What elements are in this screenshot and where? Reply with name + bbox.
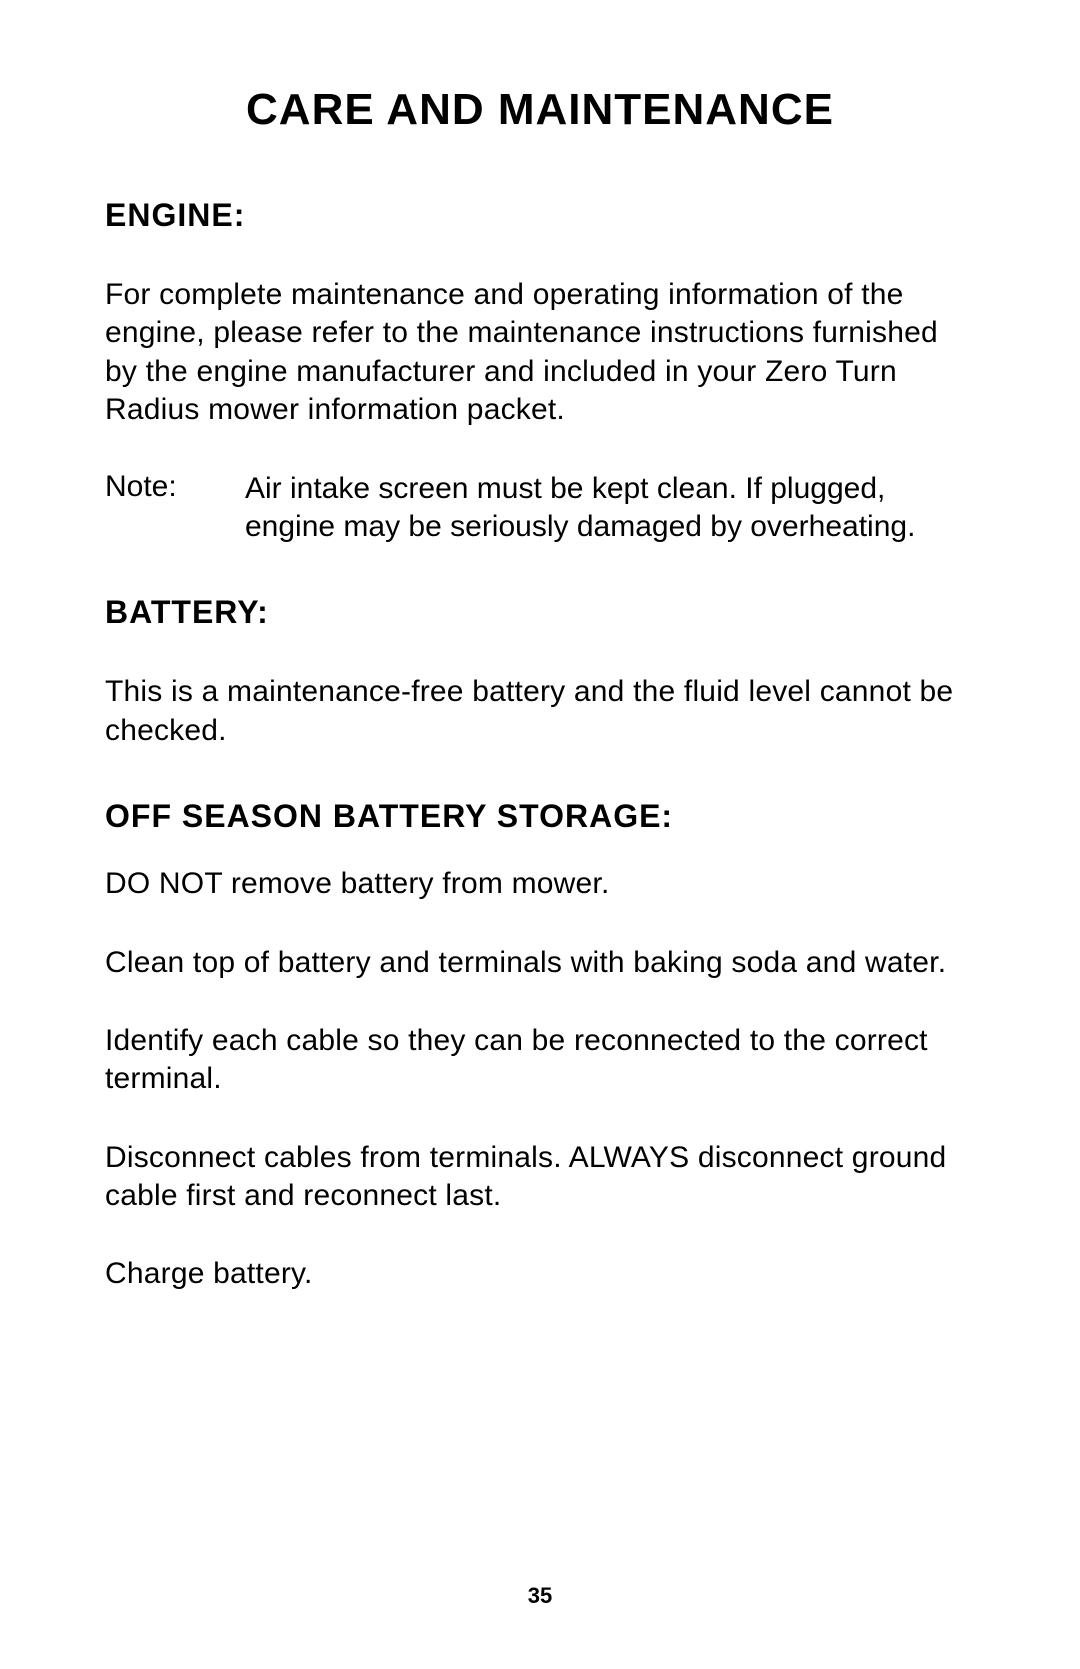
note-text: Air intake screen must be kept clean. If… [245, 470, 975, 547]
off-season-p4: Disconnect cables from terminals. ALWAYS… [105, 1139, 975, 1216]
off-season-p3: Identify each cable so they can be recon… [105, 1022, 975, 1099]
battery-paragraph: This is a maintenance-free battery and t… [105, 673, 975, 750]
page-title: CARE AND MAINTENANCE [105, 85, 975, 135]
section-heading-off-season: OFF SEASON BATTERY STORAGE: [105, 798, 975, 835]
section-heading-engine: ENGINE: [105, 197, 975, 234]
off-season-p2: Clean top of battery and terminals with … [105, 944, 975, 982]
off-season-p5: Charge battery. [105, 1255, 975, 1293]
section-heading-battery: BATTERY: [105, 594, 975, 631]
engine-note: Note: Air intake screen must be kept cle… [105, 470, 975, 547]
engine-paragraph: For complete maintenance and operating i… [105, 276, 975, 430]
page-number: 35 [0, 1583, 1080, 1609]
off-season-p1: DO NOT remove battery from mower. [105, 865, 975, 903]
document-page: CARE AND MAINTENANCE ENGINE: For complet… [0, 0, 1080, 1294]
note-label: Note: [105, 470, 245, 547]
